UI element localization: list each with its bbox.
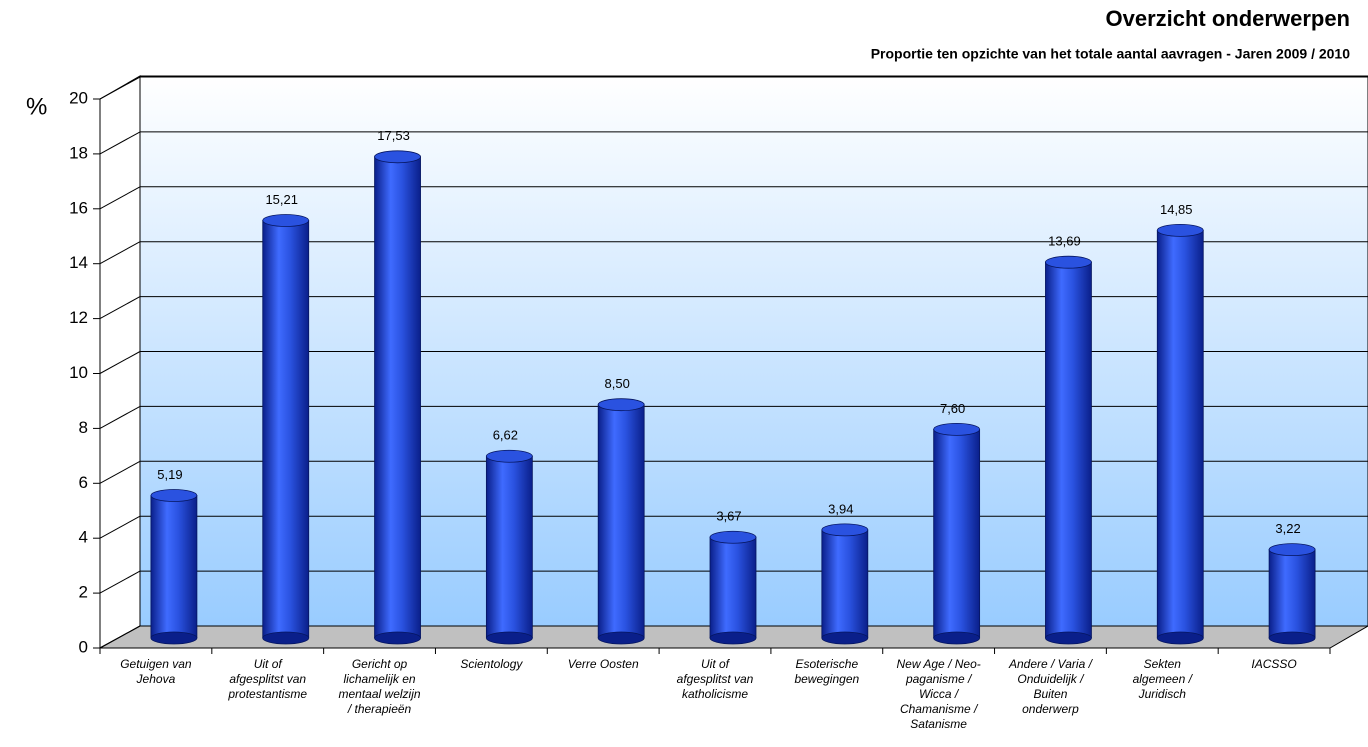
bar-bottom [374, 631, 421, 645]
bar [150, 489, 198, 645]
y-tick-label: 4 [79, 528, 88, 547]
bar [1156, 223, 1204, 645]
value-label: 3,94 [828, 501, 853, 516]
bar-bottom [597, 631, 645, 645]
grid-line [99, 625, 141, 649]
bar-bottom [709, 631, 757, 645]
grid-line [99, 460, 141, 484]
x-tick-label: Uit of afgesplitst van katholicisme [676, 657, 754, 701]
value-label: 14,85 [1160, 202, 1193, 217]
bar-bottom [1045, 631, 1092, 645]
bar-body [374, 156, 421, 639]
value-label: 3,67 [716, 509, 741, 524]
bar [262, 214, 310, 645]
y-tick-label: 20 [69, 88, 88, 107]
bar-top [1268, 543, 1316, 557]
grid-line [99, 186, 141, 210]
value-label: 15,21 [265, 192, 298, 207]
bar [485, 449, 533, 645]
bar [1045, 255, 1092, 645]
y-tick-label: 12 [69, 308, 88, 327]
grid-line [99, 570, 141, 594]
bar [597, 398, 645, 645]
bar [933, 422, 981, 645]
value-label: 7,60 [940, 401, 965, 416]
bar-body [1268, 549, 1316, 639]
bar-body [821, 529, 869, 639]
value-label: 5,19 [157, 467, 182, 482]
x-tick-label: Getuigen van Jehova [120, 657, 192, 686]
bar-bottom [821, 631, 869, 645]
value-label: 8,50 [605, 376, 630, 391]
bar-body [1045, 261, 1092, 639]
grid-line [99, 241, 141, 265]
x-tick-label: Esoterische bewegingen [794, 657, 860, 686]
bar-bottom [933, 631, 981, 645]
y-tick-label: 6 [79, 473, 88, 492]
bar-bottom [485, 631, 533, 645]
y-tick-label: 10 [69, 363, 88, 382]
bar [374, 150, 421, 645]
grid-line [99, 76, 141, 100]
bar [709, 530, 757, 645]
bar-top [262, 214, 310, 227]
bar-top [1045, 255, 1092, 269]
y-axis-label: % [26, 93, 47, 120]
grid-line [99, 131, 141, 155]
x-tick-label: Gericht op lichamelijk en mentaal welzij… [338, 657, 421, 716]
y-tick-label: 0 [79, 637, 88, 656]
x-tick-label: Scientology [460, 657, 523, 671]
bar-top [485, 449, 533, 463]
grid-line [99, 405, 141, 429]
bar [821, 523, 869, 645]
bar-top [597, 398, 645, 412]
bar-top [374, 150, 421, 164]
bar-body [597, 404, 645, 639]
bar-bottom [1268, 631, 1316, 645]
x-tick-label: New Age / Neo- paganisme / Wicca / Chama… [896, 657, 981, 731]
grid-line [99, 351, 141, 374]
x-tick-label: Uit of afgesplitst van protestantisme [228, 657, 308, 701]
grid-line [99, 296, 141, 320]
bar-body [262, 220, 310, 639]
y-tick-label: 14 [69, 253, 88, 272]
x-tick-label: Andere / Varia / Onduidelijk / Buiten on… [1008, 657, 1092, 716]
bar-top [933, 422, 981, 436]
bar-body [933, 428, 981, 639]
x-tick-label: Sekten algemeen / Juridisch [1132, 657, 1192, 701]
bar-top [709, 530, 757, 544]
bar-body [485, 455, 533, 639]
bar-top [150, 489, 198, 502]
grid-line [99, 515, 141, 539]
y-tick-label: 18 [69, 143, 88, 162]
bar-bottom [262, 631, 310, 645]
chart-subtitle: Proportie ten opzichte van het totale aa… [871, 46, 1351, 62]
bar-body [1156, 229, 1204, 639]
x-tick-label: Verre Oosten [567, 657, 639, 671]
bar-bottom [150, 631, 198, 645]
y-tick-label: 16 [69, 198, 88, 217]
value-label: 6,62 [493, 428, 518, 443]
bar-bottom [1156, 631, 1204, 645]
y-tick-label: 2 [79, 583, 88, 602]
chart-title: Overzicht onderwerpen [1105, 6, 1350, 31]
bar-body [150, 495, 198, 639]
bar-body [709, 536, 757, 639]
x-tick-label: IACSSO [1251, 657, 1297, 671]
y-tick-label: 8 [79, 418, 88, 437]
value-label: 17,53 [377, 128, 410, 143]
bar [1268, 543, 1316, 645]
value-label: 13,69 [1048, 234, 1081, 249]
value-label: 3,22 [1275, 521, 1300, 536]
bar-top [821, 523, 869, 537]
bar-top [1156, 223, 1204, 237]
